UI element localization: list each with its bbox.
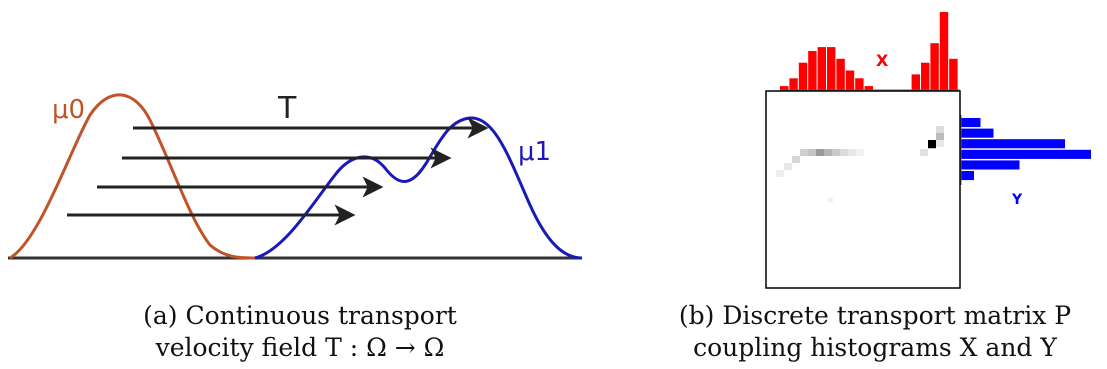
histogram-x-bar	[789, 78, 798, 90]
caption-b-line1: (b) Discrete transport matrix P	[678, 301, 1072, 330]
mu1-density-curve	[254, 116, 583, 260]
histogram-y-bar	[961, 139, 1065, 149]
caption-a-line1: (a) Continuous transport	[143, 301, 457, 330]
matrix-cell	[832, 149, 840, 156]
histogram-x-bar	[930, 43, 939, 90]
histogram-x-bar	[808, 51, 817, 90]
histogram-x-bar	[827, 47, 836, 90]
histogram-y-bar	[961, 160, 1020, 170]
panel-b: X Y	[765, 12, 1091, 289]
matrix-cell	[828, 198, 833, 202]
matrix-cell	[800, 149, 808, 156]
matrix-cell	[856, 149, 864, 156]
label-Y: Y	[1011, 192, 1023, 208]
caption-b: (b) Discrete transport matrix P coupling…	[655, 300, 1095, 364]
caption-a-line2: velocity field T : Ω → Ω	[155, 333, 445, 362]
histogram-x-bar	[949, 58, 958, 90]
matrix-cell	[936, 133, 944, 140]
histogram-x-bar	[817, 47, 826, 90]
histogram-x-bar	[845, 70, 855, 90]
matrix-cell	[792, 156, 800, 163]
transport-matrix-frame	[765, 90, 961, 289]
caption-b-line2: coupling histograms X and Y	[693, 333, 1057, 362]
mu0-density-curve	[9, 93, 256, 260]
label-T: T	[277, 91, 297, 126]
matrix-cell	[840, 149, 848, 156]
matrix-cell	[784, 163, 792, 170]
histogram-x-bar	[855, 78, 864, 90]
transport-matrix-cells	[776, 126, 944, 202]
histogram-x-bar	[921, 62, 930, 90]
label-mu0: μ0	[52, 95, 85, 125]
caption-a: (a) Continuous transport velocity field …	[120, 300, 480, 364]
histogram-y-bar	[961, 171, 974, 181]
histogram-x-bar	[939, 12, 949, 90]
histogram-x-bar	[864, 86, 873, 90]
panel-a: μ0 T μ1	[8, 91, 583, 260]
histogram-x	[780, 12, 958, 90]
matrix-cell	[848, 149, 856, 156]
matrix-cell	[776, 170, 784, 177]
matrix-cell	[936, 126, 944, 133]
matrix-cell	[824, 149, 832, 156]
histogram-x-bar	[836, 58, 845, 90]
matrix-cell	[808, 149, 816, 156]
histogram-x-bar	[780, 86, 789, 90]
histogram-y	[961, 118, 1091, 181]
histogram-y-bar	[961, 118, 981, 128]
matrix-cell	[928, 140, 936, 148]
label-mu1: μ1	[518, 137, 551, 167]
matrix-cell	[936, 140, 944, 147]
histogram-y-bar	[961, 128, 994, 138]
matrix-cell	[816, 149, 824, 156]
histogram-y-bar	[961, 149, 1091, 159]
histogram-x-bar	[798, 62, 808, 90]
label-X: X	[876, 51, 889, 70]
histogram-x-bar	[911, 74, 920, 90]
matrix-cell	[920, 149, 928, 156]
